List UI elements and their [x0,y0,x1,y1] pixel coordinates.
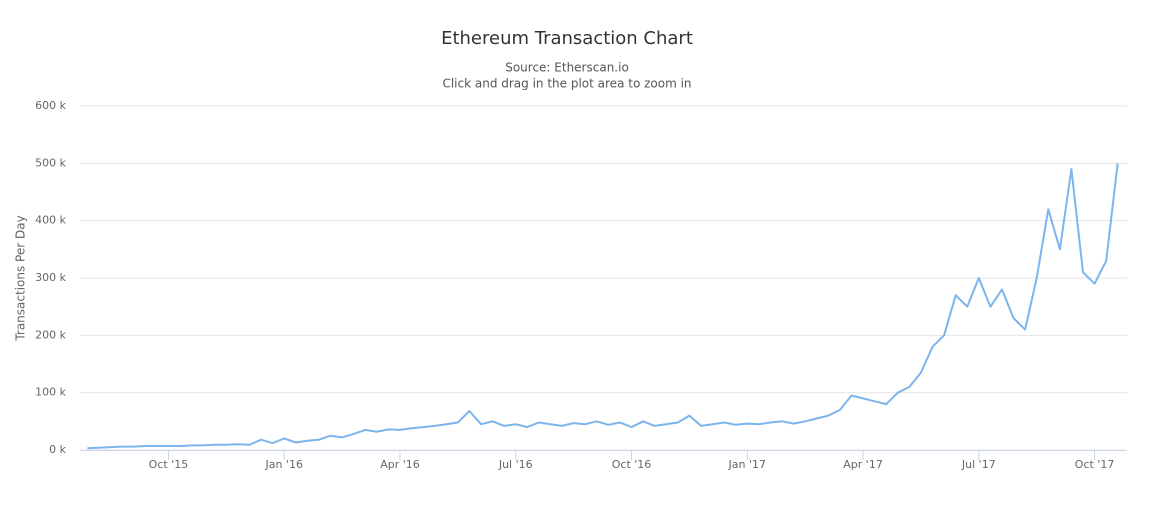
y-tick-label: 200 k [35,328,66,341]
x-tick-label: Jan '16 [264,458,302,471]
y-tick-label: 100 k [35,386,66,399]
subtitle: Source: Etherscan.io [505,61,629,75]
x-tick-label: Oct '16 [612,458,652,471]
y-tick-label: 0 k [49,443,66,456]
x-tick-label: Oct '15 [149,458,189,471]
y-axis-title: Transactions Per Day [14,215,28,341]
x-tick-label: Apr '16 [380,458,420,471]
y-tick-label: 300 k [35,271,66,284]
chart-title: Ethereum Transaction Chart [441,28,693,49]
data-line [87,163,1119,450]
x-tick-label: Jul '17 [961,458,996,471]
x-tick-label: Jan '17 [728,458,766,471]
y-tick-label: 500 k [35,156,66,169]
x-tick-label: Oct '17 [1075,458,1115,471]
y-tick-label: 600 k [35,99,66,112]
x-tick-label: Jul '16 [498,458,533,471]
x-tick-label: Apr '17 [843,458,883,471]
subtitle: Click and drag in the plot area to zoom … [442,77,691,91]
y-tick-label: 400 k [35,214,66,227]
